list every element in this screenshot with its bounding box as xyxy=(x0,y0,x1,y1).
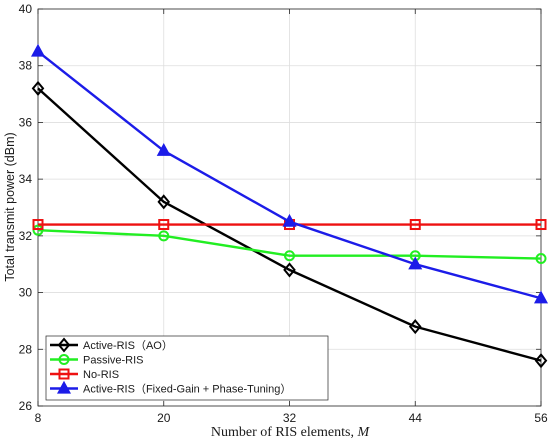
legend-label: Active-RIS（AO） xyxy=(83,339,173,352)
y-axis: 26 28 30 32 34 36 38 40 xyxy=(19,2,541,413)
y-tick-label: 38 xyxy=(19,59,33,73)
y-tick-label: 36 xyxy=(19,115,33,129)
series-1 xyxy=(32,224,547,265)
legend-label: Passive-RIS xyxy=(83,355,144,367)
series-0 xyxy=(31,80,548,369)
x-axis-label-symbol: M xyxy=(356,425,370,440)
series-group xyxy=(30,43,549,369)
data-point xyxy=(284,250,295,262)
data-point xyxy=(535,253,547,265)
data-point xyxy=(157,194,171,210)
x-tick-label: 32 xyxy=(283,411,297,425)
x-axis-label: Number of RIS elements, M xyxy=(211,425,371,440)
y-tick-label: 28 xyxy=(19,342,33,356)
data-point xyxy=(282,213,297,227)
x-tick-label: 56 xyxy=(534,411,548,425)
series-line xyxy=(37,87,542,362)
y-tick-label: 26 xyxy=(19,399,33,413)
legend-item: Active-RIS（Fixed-Gain + Phase-Tuning） xyxy=(50,380,291,396)
legend-marker xyxy=(57,337,71,353)
data-point xyxy=(408,319,422,335)
y-tick-label: 34 xyxy=(19,172,33,186)
data-point xyxy=(32,219,44,231)
data-point xyxy=(156,143,171,156)
y-tick-label: 32 xyxy=(19,229,33,243)
legend: Active-RIS（AO） Passive-RIS No-RIS Active-RI… xyxy=(45,335,329,401)
legend-marker xyxy=(58,368,70,380)
x-axis-label-text: Number of RIS elements, xyxy=(211,425,358,440)
data-point xyxy=(158,230,170,242)
x-tick-label: 8 xyxy=(35,411,42,425)
x-axis: 8 20 32 44 56 xyxy=(35,9,548,425)
legend-marker xyxy=(56,380,72,394)
y-tick-label: 30 xyxy=(19,286,33,300)
data-point xyxy=(283,262,296,278)
legend-label: Active-RIS（Fixed-Gain + Phase-Tuning） xyxy=(83,383,291,396)
x-tick-label: 20 xyxy=(157,411,171,425)
data-point xyxy=(533,290,549,304)
data-point xyxy=(158,219,170,231)
y-tick-label: 40 xyxy=(19,2,33,16)
series-line xyxy=(37,228,542,260)
data-point xyxy=(31,80,45,96)
data-point xyxy=(534,353,548,369)
legend-item: No-RIS xyxy=(50,368,119,381)
legend-item: Passive-RIS xyxy=(50,354,144,367)
legend-marker xyxy=(58,354,70,365)
data-point xyxy=(408,256,423,270)
legend-label: No-RIS xyxy=(83,369,119,381)
legend-box xyxy=(45,335,329,401)
series-3 xyxy=(30,43,549,304)
data-point xyxy=(30,43,46,57)
legend-item: Active-RIS（AO） xyxy=(50,337,173,353)
data-point xyxy=(535,219,547,231)
x-tick-label: 44 xyxy=(409,411,423,425)
y-axis-label: Total transmit power (dBm) xyxy=(3,132,17,281)
data-point xyxy=(409,219,421,231)
